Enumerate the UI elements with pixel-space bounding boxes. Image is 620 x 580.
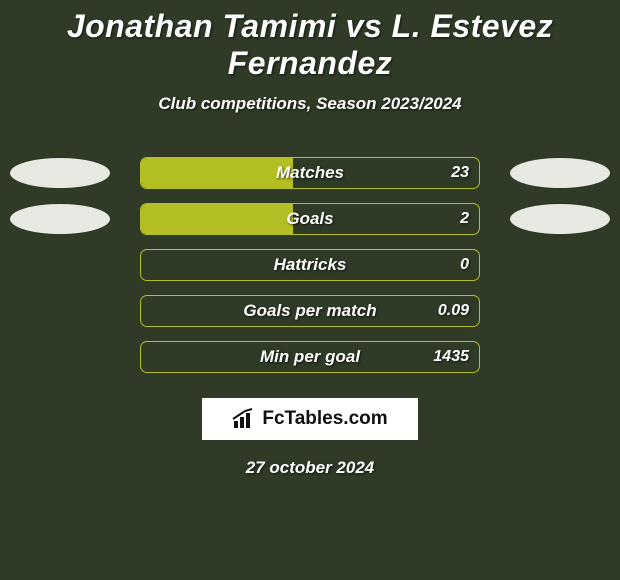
stat-label: Min per goal bbox=[260, 347, 360, 367]
stat-label: Goals per match bbox=[243, 301, 376, 321]
page-subtitle: Club competitions, Season 2023/2024 bbox=[0, 94, 620, 114]
stat-bar-fill bbox=[141, 204, 293, 234]
stat-label: Matches bbox=[276, 163, 344, 183]
logo-left-placeholder bbox=[10, 158, 110, 188]
logo-right-placeholder bbox=[510, 204, 610, 234]
page-title: Jonathan Tamimi vs L. Estevez Fernandez bbox=[0, 0, 620, 82]
stat-row-goals: Goals 2 bbox=[0, 196, 620, 242]
stat-label: Hattricks bbox=[274, 255, 347, 275]
stat-bar: Goals per match 0.09 bbox=[140, 295, 480, 327]
stat-bar: Matches 23 bbox=[140, 157, 480, 189]
stat-bar: Hattricks 0 bbox=[140, 249, 480, 281]
stat-bar-fill bbox=[141, 158, 293, 188]
brand-link[interactable]: FcTables.com bbox=[202, 398, 418, 440]
snapshot-date: 27 october 2024 bbox=[0, 458, 620, 478]
stat-value: 23 bbox=[451, 164, 469, 182]
stat-bar: Min per goal 1435 bbox=[140, 341, 480, 373]
stat-bar: Goals 2 bbox=[140, 203, 480, 235]
stat-row-hattricks: Hattricks 0 bbox=[0, 242, 620, 288]
logo-right-placeholder bbox=[510, 158, 610, 188]
stat-rows: Matches 23 Goals 2 Hattricks 0 Goals per… bbox=[0, 150, 620, 380]
stat-row-goals-per-match: Goals per match 0.09 bbox=[0, 288, 620, 334]
stat-row-min-per-goal: Min per goal 1435 bbox=[0, 334, 620, 380]
stat-label: Goals bbox=[286, 209, 333, 229]
stat-value: 1435 bbox=[433, 348, 469, 366]
stat-value: 2 bbox=[460, 210, 469, 228]
stat-value: 0.09 bbox=[438, 302, 469, 320]
bar-chart-icon bbox=[232, 408, 258, 430]
logo-left-placeholder bbox=[10, 204, 110, 234]
stat-value: 0 bbox=[460, 256, 469, 274]
stat-row-matches: Matches 23 bbox=[0, 150, 620, 196]
brand-text: FcTables.com bbox=[262, 408, 387, 430]
